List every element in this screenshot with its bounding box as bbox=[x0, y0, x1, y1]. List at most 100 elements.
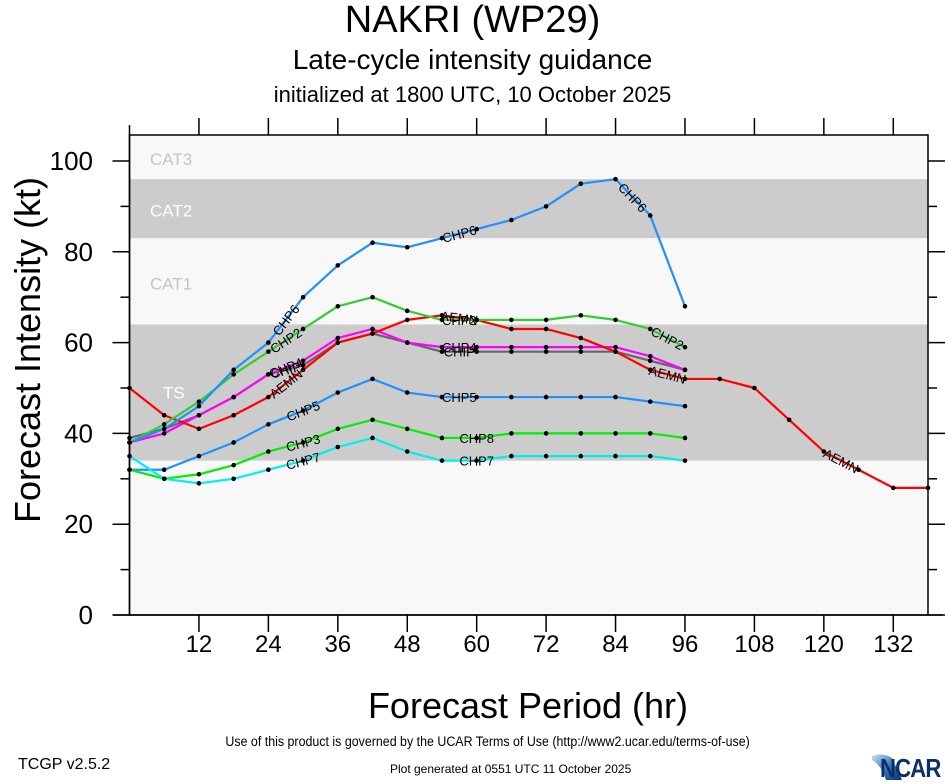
data-point-aemn bbox=[682, 376, 688, 382]
data-point-chp3 bbox=[231, 462, 236, 468]
data-point-chp4 bbox=[404, 340, 410, 345]
generated-time: Plot generated at 0551 UTC 11 October 20… bbox=[390, 762, 632, 776]
data-point-chp3 bbox=[682, 435, 688, 441]
data-point-chp3 bbox=[404, 426, 410, 432]
x-tick-label: 120 bbox=[804, 631, 844, 658]
data-point-aemn bbox=[717, 376, 722, 382]
x-tick-label: 132 bbox=[873, 631, 913, 658]
data-point-chp3 bbox=[613, 431, 618, 436]
data-point-chp6 bbox=[266, 340, 271, 345]
data-point-aemn bbox=[439, 313, 445, 318]
data-point-chp5 bbox=[335, 390, 341, 395]
band-label-cat3: CAT3 bbox=[150, 150, 192, 169]
x-tick-label: 24 bbox=[255, 631, 282, 658]
data-point-chp2 bbox=[647, 326, 653, 332]
data-point-aemn bbox=[647, 367, 653, 373]
data-point-aemn bbox=[509, 326, 514, 332]
data-point-chp5 bbox=[196, 453, 202, 459]
band-label-ts: TS bbox=[163, 383, 185, 402]
data-point-chp4 bbox=[335, 335, 341, 341]
x-tick-label: 60 bbox=[463, 631, 490, 658]
data-point-chp2 bbox=[682, 344, 688, 350]
data-point-chp7 bbox=[231, 476, 236, 482]
y-tick-label: 20 bbox=[64, 509, 93, 539]
data-point-aemn bbox=[821, 449, 827, 454]
data-point-aemn bbox=[300, 367, 306, 373]
data-point-chip bbox=[300, 363, 306, 368]
data-point-chp6 bbox=[682, 303, 688, 309]
data-point-chp2 bbox=[196, 399, 202, 404]
data-point-chp5 bbox=[161, 467, 167, 473]
data-point-chp4 bbox=[196, 412, 202, 418]
data-point-aemn bbox=[890, 485, 896, 491]
version-label: TCGP v2.5.2 bbox=[18, 756, 111, 773]
data-point-chip bbox=[578, 349, 584, 354]
data-point-chp3 bbox=[647, 431, 653, 436]
data-point-aemn bbox=[543, 326, 549, 332]
data-point-chp7 bbox=[300, 458, 306, 463]
data-point-chp6 bbox=[647, 213, 653, 218]
data-point-aemn bbox=[161, 412, 167, 418]
data-point-chip bbox=[543, 349, 549, 354]
data-point-chp4 bbox=[231, 394, 236, 400]
data-point-chp5 bbox=[578, 394, 584, 400]
data-point-chp2 bbox=[509, 317, 514, 323]
data-point-chp7 bbox=[578, 453, 584, 459]
data-point-chp7 bbox=[439, 458, 445, 463]
data-point-chp2 bbox=[266, 349, 271, 354]
data-point-chp7 bbox=[647, 453, 653, 459]
series-label-chp5: CHP5 bbox=[442, 390, 477, 405]
data-point-chp6 bbox=[196, 403, 202, 409]
data-point-chp3 bbox=[335, 426, 341, 432]
data-point-chp5 bbox=[682, 403, 688, 409]
band-label-cat2: CAT2 bbox=[150, 202, 192, 221]
data-point-chp3 bbox=[509, 431, 514, 436]
data-point-chp4 bbox=[682, 367, 688, 373]
data-point-chp6 bbox=[543, 204, 549, 209]
series-label-chp2: CHP2 bbox=[442, 313, 477, 328]
data-point-chp3 bbox=[474, 435, 479, 441]
data-point-chp4 bbox=[647, 353, 653, 359]
data-point-chp2 bbox=[404, 308, 410, 314]
data-point-chp5 bbox=[613, 394, 618, 400]
data-point-chp5 bbox=[474, 394, 479, 400]
y-tick-label: 80 bbox=[64, 237, 93, 267]
data-point-chp5 bbox=[543, 394, 549, 400]
data-point-chp4 bbox=[439, 344, 445, 350]
data-point-chip bbox=[509, 349, 514, 354]
data-point-chp4 bbox=[543, 344, 549, 350]
data-point-chp6 bbox=[474, 226, 479, 232]
data-point-aemn bbox=[578, 335, 584, 341]
data-point-chp6 bbox=[161, 426, 167, 432]
x-tick-label: 48 bbox=[394, 631, 421, 658]
y-tick-label: 40 bbox=[64, 418, 93, 448]
data-point-aemn bbox=[335, 340, 341, 345]
data-point-chp7 bbox=[474, 458, 479, 463]
band-cat2 bbox=[129, 179, 928, 239]
series-label-chp7: CHP7 bbox=[459, 454, 494, 469]
data-point-chip bbox=[647, 358, 653, 364]
data-point-chp3 bbox=[196, 471, 202, 477]
band-ts bbox=[129, 324, 928, 461]
y-tick-label: 60 bbox=[64, 328, 93, 358]
data-point-chp5 bbox=[439, 394, 445, 400]
data-point-chp6 bbox=[404, 244, 410, 250]
data-point-chip bbox=[439, 349, 445, 354]
data-point-chp2 bbox=[439, 317, 445, 323]
data-point-aemn bbox=[856, 467, 861, 473]
data-point-chp5 bbox=[647, 399, 653, 404]
data-point-chp3 bbox=[266, 449, 271, 454]
x-tick-label: 84 bbox=[602, 631, 629, 658]
data-point-aemn bbox=[613, 349, 618, 354]
data-point-chp6 bbox=[439, 235, 445, 241]
data-point-chp2 bbox=[613, 317, 618, 323]
data-point-aemn bbox=[196, 426, 202, 432]
data-point-chp3 bbox=[370, 417, 375, 423]
init-time: initialized at 1800 UTC, 10 October 2025 bbox=[273, 82, 672, 107]
data-point-chp4 bbox=[578, 344, 584, 350]
data-point-chp7 bbox=[543, 453, 549, 459]
data-point-chp5 bbox=[509, 394, 514, 400]
data-point-chp3 bbox=[578, 431, 584, 436]
y-tick-label: 100 bbox=[50, 146, 93, 176]
